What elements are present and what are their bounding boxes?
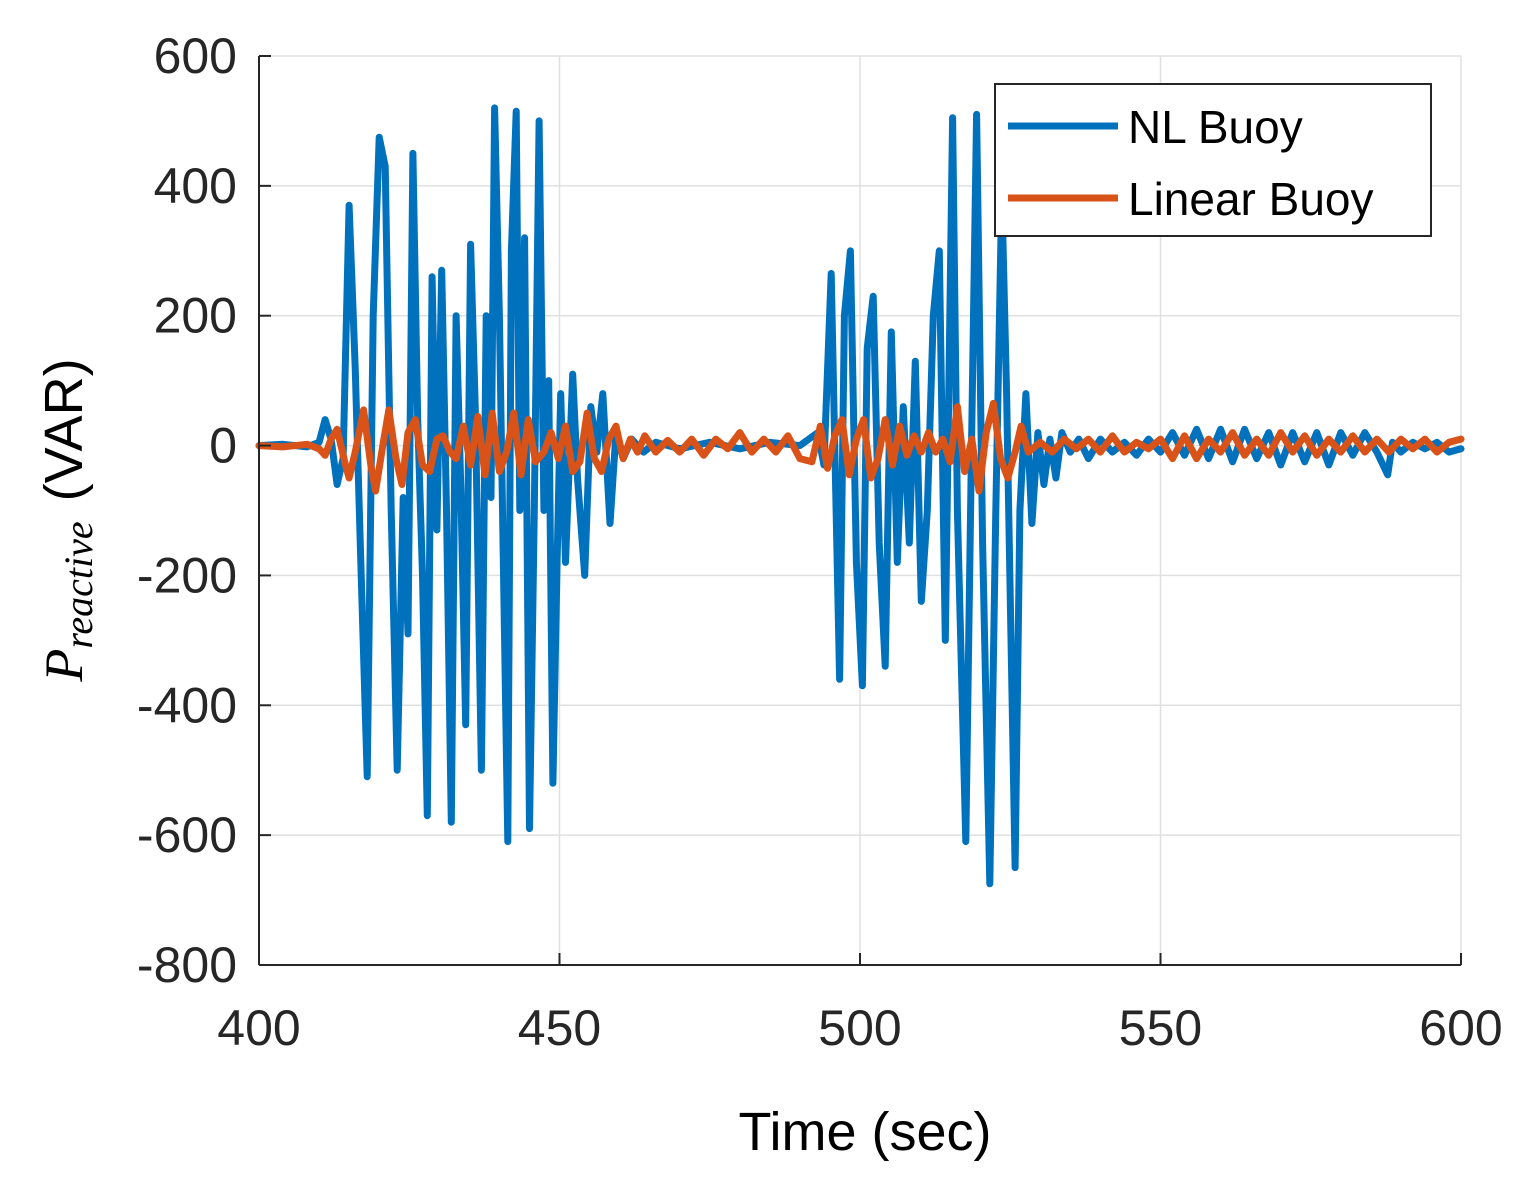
tick-labels: 400 450 500 550 600 600 400 200 0 -200 -400 -600 -80… xyxy=(137,28,1503,1056)
x-tick-label: 450 xyxy=(518,1000,601,1056)
x-tick-label: 600 xyxy=(1419,1000,1502,1056)
y-tick-label: -400 xyxy=(137,677,237,733)
series-line-nl-buoy xyxy=(255,104,1465,888)
legend-label-linear-buoy: Linear Buoy xyxy=(1128,173,1374,225)
legend: NL Buoy Linear Buoy xyxy=(994,83,1432,237)
y-tick-label: -800 xyxy=(137,937,237,993)
x-tick-label: 550 xyxy=(1119,1000,1202,1056)
y-tick-label: 600 xyxy=(154,28,237,84)
y-axis-label-sub: reactive xyxy=(56,521,101,648)
y-tick-label: 0 xyxy=(209,418,237,474)
axes xyxy=(258,55,1462,966)
y-axis-label: Preactive (VAR) xyxy=(34,358,101,682)
y-axis-label-main: P xyxy=(34,649,94,683)
x-axis-label: Time (sec) xyxy=(739,1102,992,1162)
y-axis-label-unit: (VAR) xyxy=(34,358,94,501)
x-tick-label: 500 xyxy=(818,1000,901,1056)
series-line-linear-buoy xyxy=(255,399,1465,495)
y-tick-label: 200 xyxy=(154,288,237,344)
y-tick-label: -600 xyxy=(137,807,237,863)
y-tick-label: 400 xyxy=(154,158,237,214)
legend-box xyxy=(994,83,1432,237)
y-tick-label: -200 xyxy=(137,547,237,603)
series-layer xyxy=(255,104,1465,888)
legend-label-nl-buoy: NL Buoy xyxy=(1128,101,1303,153)
x-tick-label: 400 xyxy=(217,1000,300,1056)
